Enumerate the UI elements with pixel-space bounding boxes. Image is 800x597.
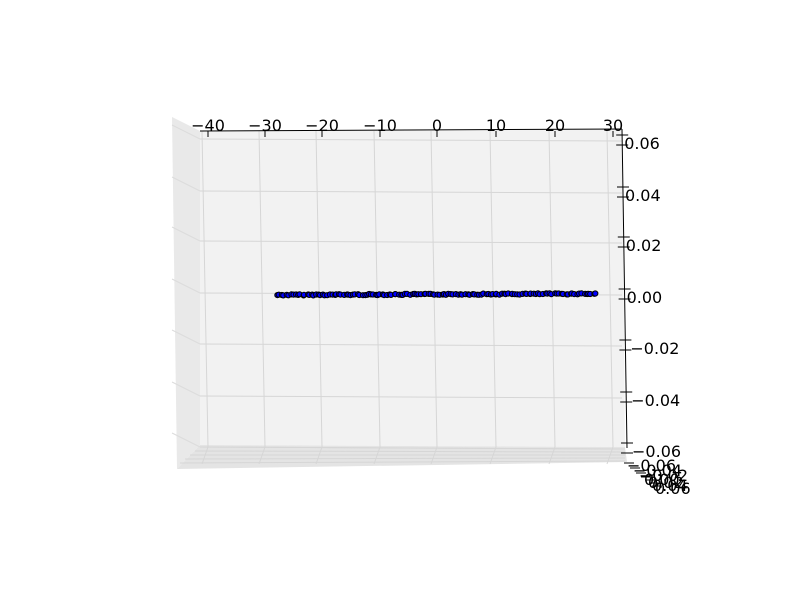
grid-vertical <box>373 130 381 448</box>
y-tick-labels: −0.06−0.04−0.020.000.020.040.06 <box>624 456 691 498</box>
grid-side <box>171 381 201 397</box>
grid-floor-depth <box>194 450 626 453</box>
y-tick-label: −0.04 <box>633 461 682 480</box>
y-tick-label: 0.02 <box>648 473 684 492</box>
x-tick-label: −10 <box>363 116 397 135</box>
x-tick-label: 10 <box>486 116 506 135</box>
grid-vertical <box>489 130 497 448</box>
grid-side <box>171 124 201 140</box>
y-tick-label: 0.00 <box>644 470 680 489</box>
x-tick-label: −30 <box>248 116 282 135</box>
z-tick-label: 0.04 <box>625 186 661 205</box>
grid-floor-depth <box>184 457 626 460</box>
grid-side <box>171 329 201 345</box>
grid-side <box>171 278 201 294</box>
grid-floor-depth <box>199 446 626 450</box>
grid-vertical <box>315 130 323 448</box>
x-tick-label: 30 <box>603 116 623 135</box>
z-tick-labels: 0.06 0.04 0.02 0.00 −0.02 −0.04 −0.06 <box>616 134 681 461</box>
grid-horizontal <box>199 138 623 142</box>
z-tick-label: 0.06 <box>624 134 660 153</box>
x-tick-label: −20 <box>305 116 339 135</box>
grid-side <box>171 432 201 448</box>
grid-vertical <box>606 130 614 448</box>
grid-vertical <box>430 130 438 448</box>
grid-horizontal <box>199 343 623 347</box>
grid-lines <box>171 124 626 465</box>
grid-floor-depth <box>179 460 626 464</box>
back-pane <box>200 129 625 447</box>
z-tick-label: 0.02 <box>626 236 662 255</box>
z-tick-label: 0.00 <box>627 288 663 307</box>
x-tick-label: −40 <box>191 116 225 135</box>
y-tick-label: 0.04 <box>652 476 688 495</box>
x-tick-labels: −40 −30 −20 −10 0 10 20 30 <box>191 116 623 137</box>
y-tick-label: −0.06 <box>627 456 676 475</box>
x-tick-label: 20 <box>545 116 565 135</box>
grid-vertical <box>258 130 266 448</box>
left-pane <box>172 117 200 469</box>
scatter-point <box>592 290 599 297</box>
grid-vertical <box>201 130 209 448</box>
grid-horizontal <box>199 240 623 244</box>
y-tick-label: 0.06 <box>655 479 691 498</box>
z-tick-label: −0.06 <box>632 442 681 461</box>
grid-vertical <box>548 130 556 448</box>
x-tick-label: 0 <box>432 116 442 135</box>
z-tick-label: −0.02 <box>630 339 679 358</box>
grid-side <box>171 176 201 192</box>
grid-horizontal <box>199 190 623 194</box>
grid-side <box>171 226 201 242</box>
grid-horizontal <box>199 395 623 399</box>
x-axis-line <box>199 128 623 132</box>
z-tick-label: −0.04 <box>631 391 680 410</box>
scatter-points <box>274 290 599 299</box>
